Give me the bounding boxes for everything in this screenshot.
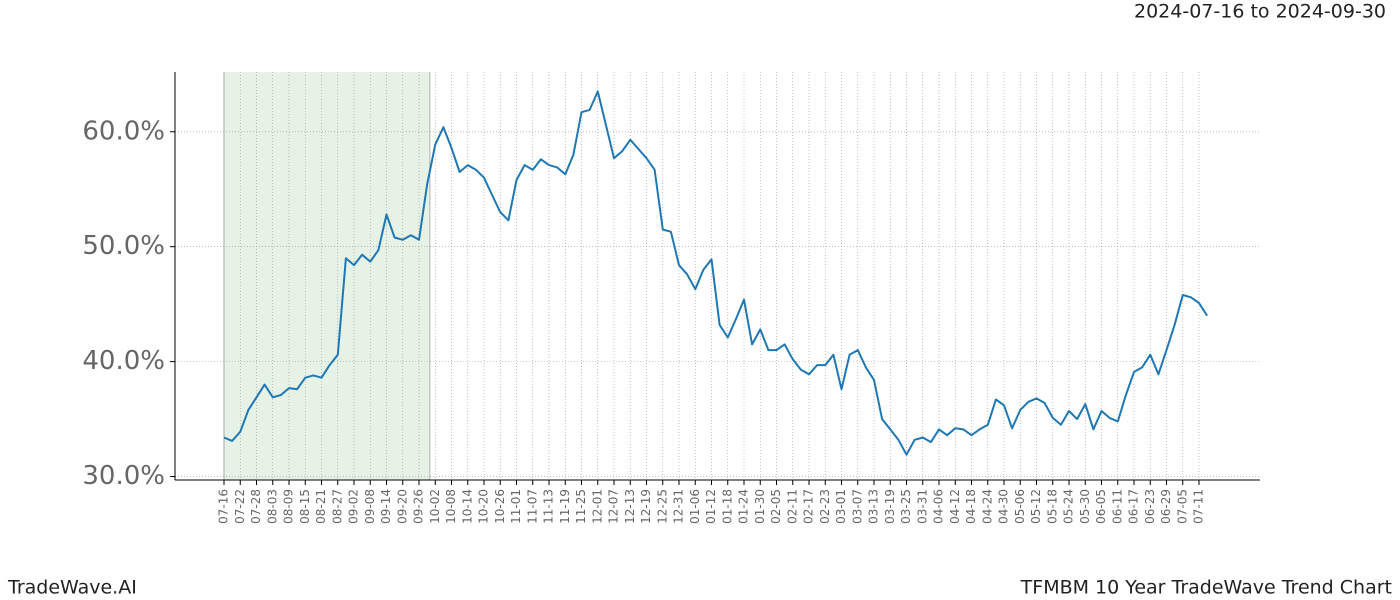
x-tick-label: 04-06 <box>932 489 946 524</box>
x-tick-label: 02-05 <box>769 489 783 524</box>
x-tick-label: 11-19 <box>558 489 572 524</box>
x-tick-label: 06-23 <box>1143 489 1157 524</box>
x-tick-label: 03-25 <box>899 489 913 524</box>
x-tick-label: 04-12 <box>948 489 962 524</box>
footer-right: TFMBM 10 Year TradeWave Trend Chart <box>1020 577 1392 599</box>
x-tick-label: 06-29 <box>1159 489 1173 524</box>
x-tick-label: 09-14 <box>379 489 393 524</box>
x-tick-label: 08-27 <box>330 489 344 524</box>
x-tick-label: 07-11 <box>1192 489 1206 524</box>
x-tick-label: 07-28 <box>249 489 263 524</box>
x-tick-label: 12-01 <box>590 489 604 524</box>
x-tick-label: 03-01 <box>834 489 848 524</box>
x-tick-label: 01-12 <box>704 489 718 524</box>
y-tick-label: 50.0% <box>82 231 165 261</box>
trend-line <box>223 90 1208 456</box>
x-tick-label: 11-25 <box>574 489 588 524</box>
x-tick-label: 09-02 <box>347 489 361 524</box>
x-tick-label: 10-02 <box>428 489 442 524</box>
x-tick-label: 01-06 <box>688 489 702 524</box>
x-tick-label: 06-05 <box>1094 489 1108 524</box>
footer-left: TradeWave.AI <box>7 577 137 599</box>
x-tick-label: 09-08 <box>363 489 377 524</box>
x-tick-label: 04-30 <box>997 489 1011 524</box>
x-tick-label: 07-16 <box>217 489 231 524</box>
x-tick-label: 02-23 <box>818 489 832 524</box>
x-tick-label: 02-17 <box>802 489 816 524</box>
x-tick-label: 01-18 <box>720 489 734 524</box>
x-tick-label: 08-21 <box>314 489 328 524</box>
x-tick-label: 12-07 <box>607 489 621 524</box>
x-tick-label: 10-26 <box>493 489 507 524</box>
x-tick-label: 11-07 <box>525 489 539 524</box>
y-tick-label: 30.0% <box>82 461 165 491</box>
x-tick-label: 02-11 <box>785 489 799 524</box>
x-tick-label: 07-22 <box>233 489 247 524</box>
highlight-region <box>224 72 430 480</box>
y-tick-label: 40.0% <box>82 346 165 376</box>
x-tick-label: 03-07 <box>850 489 864 524</box>
x-tick-label: 11-01 <box>509 489 523 524</box>
x-tick-label: 10-20 <box>477 489 491 524</box>
x-tick-label: 05-18 <box>1045 489 1059 524</box>
x-tick-label: 04-24 <box>980 489 994 524</box>
x-tick-label: 12-19 <box>639 489 653 524</box>
x-tick-label: 08-03 <box>265 489 279 524</box>
x-tick-label: 12-25 <box>655 489 669 524</box>
x-tick-label: 03-13 <box>867 489 881 524</box>
x-tick-label: 03-19 <box>883 489 897 524</box>
x-tick-label: 06-11 <box>1110 489 1124 524</box>
x-tick-label: 05-06 <box>1013 489 1027 524</box>
x-tick-label: 10-08 <box>444 489 458 524</box>
x-tick-label: 03-31 <box>915 489 929 524</box>
x-tick-label: 09-26 <box>412 489 426 524</box>
y-tick-label: 60.0% <box>82 116 165 146</box>
x-tick-label: 12-13 <box>623 489 637 524</box>
x-tick-label: 08-09 <box>282 489 296 524</box>
x-tick-label: 04-18 <box>964 489 978 524</box>
x-tick-label: 05-12 <box>1029 489 1043 524</box>
x-tick-label: 09-20 <box>395 489 409 524</box>
x-tick-label: 10-14 <box>460 489 474 524</box>
x-tick-label: 11-13 <box>542 489 556 524</box>
x-tick-label: 08-15 <box>298 489 312 524</box>
x-tick-label: 12-31 <box>672 489 686 524</box>
x-tick-label: 05-30 <box>1078 489 1092 524</box>
chart-subtitle: 2024-07-16 to 2024-09-30 <box>1134 1 1386 23</box>
x-tick-label: 05-24 <box>1062 489 1076 524</box>
x-tick-label: 06-17 <box>1127 489 1141 524</box>
x-tick-label: 07-05 <box>1175 489 1189 524</box>
x-tick-label: 01-24 <box>737 489 751 524</box>
x-tick-label: 01-30 <box>753 489 767 524</box>
